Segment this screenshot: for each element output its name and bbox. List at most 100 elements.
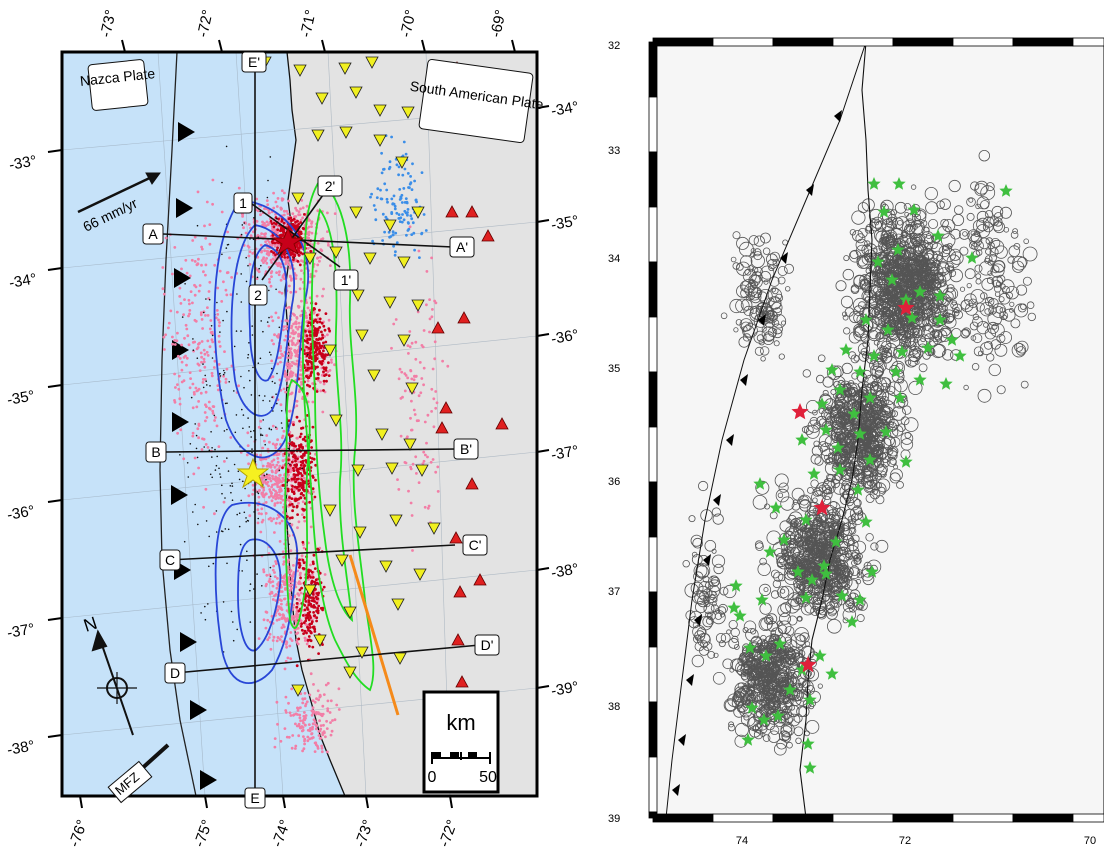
seismic-event-dot	[178, 402, 182, 406]
aftershock-circle	[881, 263, 895, 277]
seismic-event-dot	[299, 377, 303, 381]
seismic-event-dot	[301, 567, 305, 570]
seismic-event-dot	[308, 626, 312, 629]
seismic-event-dot	[240, 301, 243, 303]
seismic-event-dot	[188, 386, 192, 390]
seismic-event-dot	[279, 265, 283, 269]
seismic-event-dot	[276, 513, 280, 517]
seismic-event-dot	[286, 515, 289, 518]
seismic-event-dot	[219, 331, 221, 333]
aftershock-events	[682, 149, 1038, 756]
seismic-event-dot	[272, 488, 275, 491]
seismic-event-dot	[280, 197, 284, 201]
aftershock-circle	[874, 369, 883, 378]
seismic-event-dot	[290, 488, 294, 491]
seismic-event-dot	[275, 288, 277, 291]
seismic-event-dot	[300, 586, 303, 590]
tick-top-2: -71°	[297, 8, 319, 39]
aftershock-circle	[887, 213, 897, 223]
seismic-event-dot	[436, 490, 440, 493]
seismic-event-dot	[241, 408, 243, 411]
seismic-event-dot	[251, 451, 253, 454]
seismic-event-dot	[236, 513, 238, 516]
seismic-event-dot	[251, 448, 253, 450]
seismic-event-dot	[282, 562, 285, 566]
seismic-event-dot	[241, 224, 244, 226]
seismic-event-dot	[308, 296, 312, 300]
seismic-stations	[258, 56, 441, 697]
seismic-event-dot	[260, 320, 263, 322]
seismic-event-dot	[292, 505, 295, 509]
seismic-event-dot	[192, 338, 194, 340]
seismic-event-dot	[280, 599, 283, 602]
tick-left-5: -38°	[6, 737, 36, 759]
seismic-event-dot	[268, 289, 270, 292]
seismic-event-dot	[299, 472, 303, 475]
seismic-event-dot	[408, 225, 412, 229]
aftershock-circle	[849, 229, 857, 236]
seismic-event-dot	[313, 307, 316, 311]
seismic-event-dot	[288, 284, 291, 288]
seismic-event-dot	[175, 339, 179, 343]
aftershock-circle	[819, 393, 832, 406]
aftershock-circle	[893, 344, 908, 359]
seismic-event-dot	[299, 445, 303, 448]
seismic-event-dot	[299, 463, 303, 467]
seismic-event-dot	[297, 321, 301, 325]
seismic-event-dot	[285, 379, 288, 382]
seismic-event-dot	[398, 198, 402, 201]
seismic-event-dot	[196, 357, 199, 360]
seismic-event-dot	[258, 394, 261, 397]
seismic-event-dot	[201, 327, 205, 330]
seismic-event-dot	[246, 550, 248, 553]
seismic-event-dot	[235, 330, 238, 332]
seismic-event-dot	[299, 625, 303, 628]
seismic-event-dot	[194, 503, 196, 506]
seismic-event-dot	[268, 316, 270, 319]
seismic-event-dot	[265, 475, 268, 479]
seismic-event-dot	[411, 462, 415, 466]
seismic-event-dot	[321, 353, 325, 356]
seismic-event-dot	[214, 469, 217, 471]
seismic-event-dot	[305, 594, 309, 598]
seismic-event-dot	[265, 199, 269, 203]
aftershock-circle	[871, 307, 883, 319]
seismic-event-dot	[281, 550, 285, 554]
seismic-event-dot	[247, 223, 251, 226]
aftershock-circle	[861, 282, 873, 294]
seismic-event-dot	[400, 201, 404, 204]
seismic-event-dot	[393, 204, 397, 208]
seismic-event-dot	[271, 496, 275, 499]
seismic-event-dot	[380, 197, 384, 201]
seismic-event-dot	[298, 419, 301, 423]
seismic-event-dot	[289, 631, 293, 634]
seismic-event-dot	[425, 441, 428, 445]
seismic-event-dot	[295, 505, 299, 509]
seismic-event-dot	[300, 269, 303, 272]
seismic-event-dot	[289, 595, 292, 599]
seismic-event-dot	[186, 462, 189, 464]
seismic-event-dot	[307, 635, 311, 638]
seismic-event-dot	[301, 484, 305, 488]
seismic-event-dot	[192, 511, 194, 513]
seismic-event-dot	[296, 642, 300, 646]
seismic-event-dot	[301, 438, 305, 441]
seismic-event-dot	[271, 639, 275, 642]
seismic-event-dot	[191, 431, 195, 435]
seismic-event-dot	[406, 213, 409, 217]
seismic-event-dot	[248, 426, 251, 428]
seismic-event-dot	[303, 519, 307, 523]
seismic-event-dot	[310, 460, 314, 464]
seismic-event-dot	[217, 324, 221, 328]
seismic-event-dot	[287, 447, 290, 450]
seismic-event-dot	[319, 724, 323, 727]
station-triangle	[291, 192, 305, 205]
seismic-event-dot	[275, 517, 279, 520]
seismic-event-dot	[303, 639, 307, 642]
tick-right-4: -38°	[550, 560, 580, 582]
seismic-event-dot	[243, 511, 246, 514]
seismic-event-dot	[407, 489, 410, 493]
aftershock-circle	[860, 468, 872, 480]
aftershock-circle	[853, 323, 865, 336]
seismic-event-dot	[261, 220, 264, 224]
